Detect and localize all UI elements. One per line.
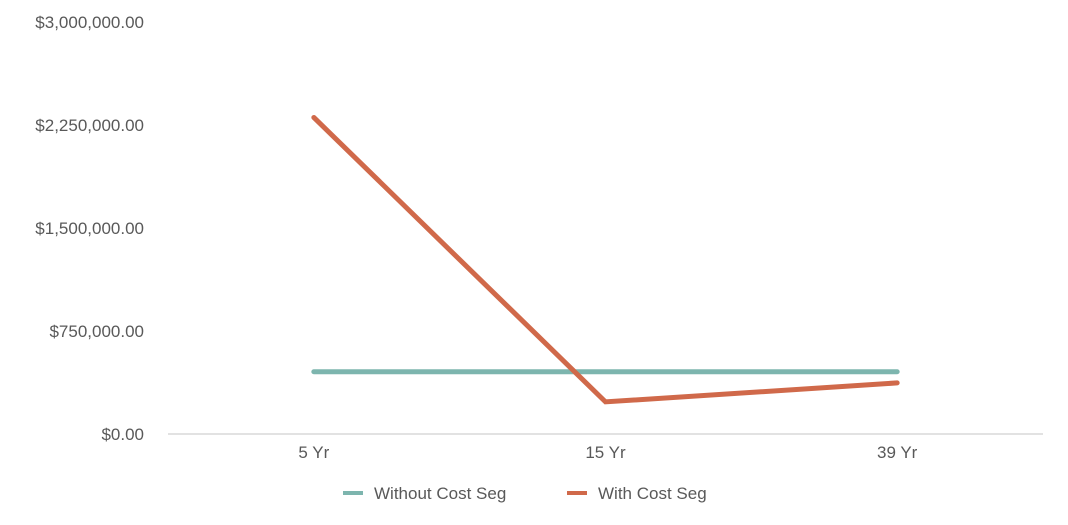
legend: Without Cost Seg With Cost Seg	[343, 484, 707, 503]
series-group	[314, 117, 898, 402]
legend-item: Without Cost Seg	[343, 484, 506, 503]
x-tick-label: 39 Yr	[877, 443, 918, 462]
legend-label: Without Cost Seg	[374, 484, 506, 503]
x-tick-label: 15 Yr	[585, 443, 626, 462]
legend-item: With Cost Seg	[567, 484, 707, 503]
y-tick-label: $0.00	[101, 425, 144, 444]
y-axis: $0.00 $750,000.00 $1,500,000.00 $2,250,000.…	[35, 13, 144, 444]
legend-label: With Cost Seg	[598, 484, 707, 503]
y-tick-label: $750,000.00	[49, 322, 144, 341]
x-tick-label: 5 Yr	[298, 443, 329, 462]
y-tick-label: $1,500,000.00	[35, 219, 144, 238]
y-tick-label: $3,000,000.00	[35, 13, 144, 32]
x-axis: 5 Yr 15 Yr 39 Yr	[298, 443, 917, 462]
series-line-1	[314, 117, 897, 401]
y-tick-label: $2,250,000.00	[35, 116, 144, 135]
